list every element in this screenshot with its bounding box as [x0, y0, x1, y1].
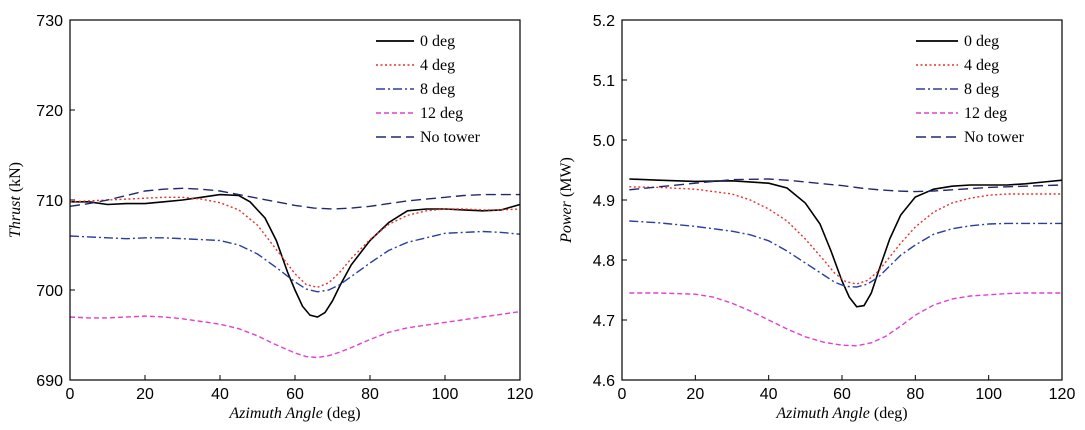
- legend-label: No tower: [964, 129, 1025, 146]
- legend-label: 12 deg: [964, 105, 1007, 122]
- series-line-4-deg: [629, 186, 1062, 285]
- series-line-8-deg: [69, 230, 521, 293]
- series-line-12-deg: [629, 292, 1062, 347]
- legend-label: 0 deg: [420, 33, 455, 50]
- x-tick-label: 100: [975, 386, 1002, 403]
- series-line-12-deg: [69, 310, 521, 359]
- y-tick-label: 710: [36, 193, 63, 210]
- x-tick-label: 60: [833, 386, 851, 403]
- series-line-no-tower: [69, 187, 520, 210]
- x-tick-label: 80: [361, 386, 379, 403]
- y-tick-label: 720: [36, 103, 63, 120]
- power-chart: 0 20 40 60 80 100 120 4.6 4.7 4.8 4.9 5.0 5.1 5.2 Azim…: [558, 13, 1075, 422]
- legend-label: 8 deg: [420, 81, 455, 98]
- y-axis-title: Thrust (kN): [7, 162, 24, 238]
- x-axis-title: Azimuth Angle (deg): [775, 405, 907, 422]
- y-tick-label: 4.8: [593, 253, 615, 270]
- x-axis-title: Azimuth Angle (deg): [228, 405, 360, 422]
- series-line-0-deg: [629, 178, 1063, 308]
- y-axis-title: Power (MW): [558, 157, 575, 244]
- series-group: [629, 178, 1063, 347]
- y-tick-label: 700: [36, 283, 63, 300]
- x-tick-label: 0: [66, 386, 75, 403]
- x-tick-label: 120: [1049, 386, 1076, 403]
- x-tick-label: 20: [686, 386, 704, 403]
- y-tick-label: 5.0: [593, 133, 615, 150]
- y-tick-label: 5.1: [593, 73, 615, 90]
- y-tick-label: 690: [36, 373, 63, 390]
- plot-area: [621, 19, 1063, 381]
- series-line-0-deg: [70, 193, 521, 318]
- legend-label: 8 deg: [964, 81, 999, 98]
- plot-area: [69, 19, 521, 381]
- legend-label: 4 deg: [964, 57, 999, 74]
- y-tick-label: 5.2: [593, 13, 615, 30]
- x-tick-label: 40: [211, 386, 229, 403]
- x-tick-label: 20: [136, 386, 154, 403]
- series-group: [69, 187, 521, 359]
- x-tick-label: 80: [906, 386, 924, 403]
- y-tick-label: 730: [36, 13, 63, 30]
- thrust-chart: 0 20 40 60 80 100 120 690 700 710 720 730 Azimuth An…: [7, 13, 533, 422]
- legend: 0 deg 4 deg 8 deg 12 deg No tower: [376, 33, 481, 146]
- y-tick-label: 4.6: [593, 373, 615, 390]
- legend-label: 12 deg: [420, 105, 463, 122]
- x-tick-label: 100: [432, 386, 459, 403]
- legend-label: 0 deg: [964, 33, 999, 50]
- x-tick-label: 60: [286, 386, 304, 403]
- series-line-8-deg: [629, 220, 1062, 288]
- y-tick-label: 4.9: [593, 193, 615, 210]
- x-tick-label: 0: [618, 386, 627, 403]
- legend-label: No tower: [420, 129, 481, 146]
- x-tick-label: 40: [760, 386, 778, 403]
- series-line-4-deg: [69, 196, 521, 289]
- legend: 0 deg 4 deg 8 deg 12 deg No tower: [916, 33, 1025, 146]
- legend-label: 4 deg: [420, 57, 455, 74]
- y-tick-label: 4.7: [593, 313, 615, 330]
- x-tick-label: 120: [507, 386, 534, 403]
